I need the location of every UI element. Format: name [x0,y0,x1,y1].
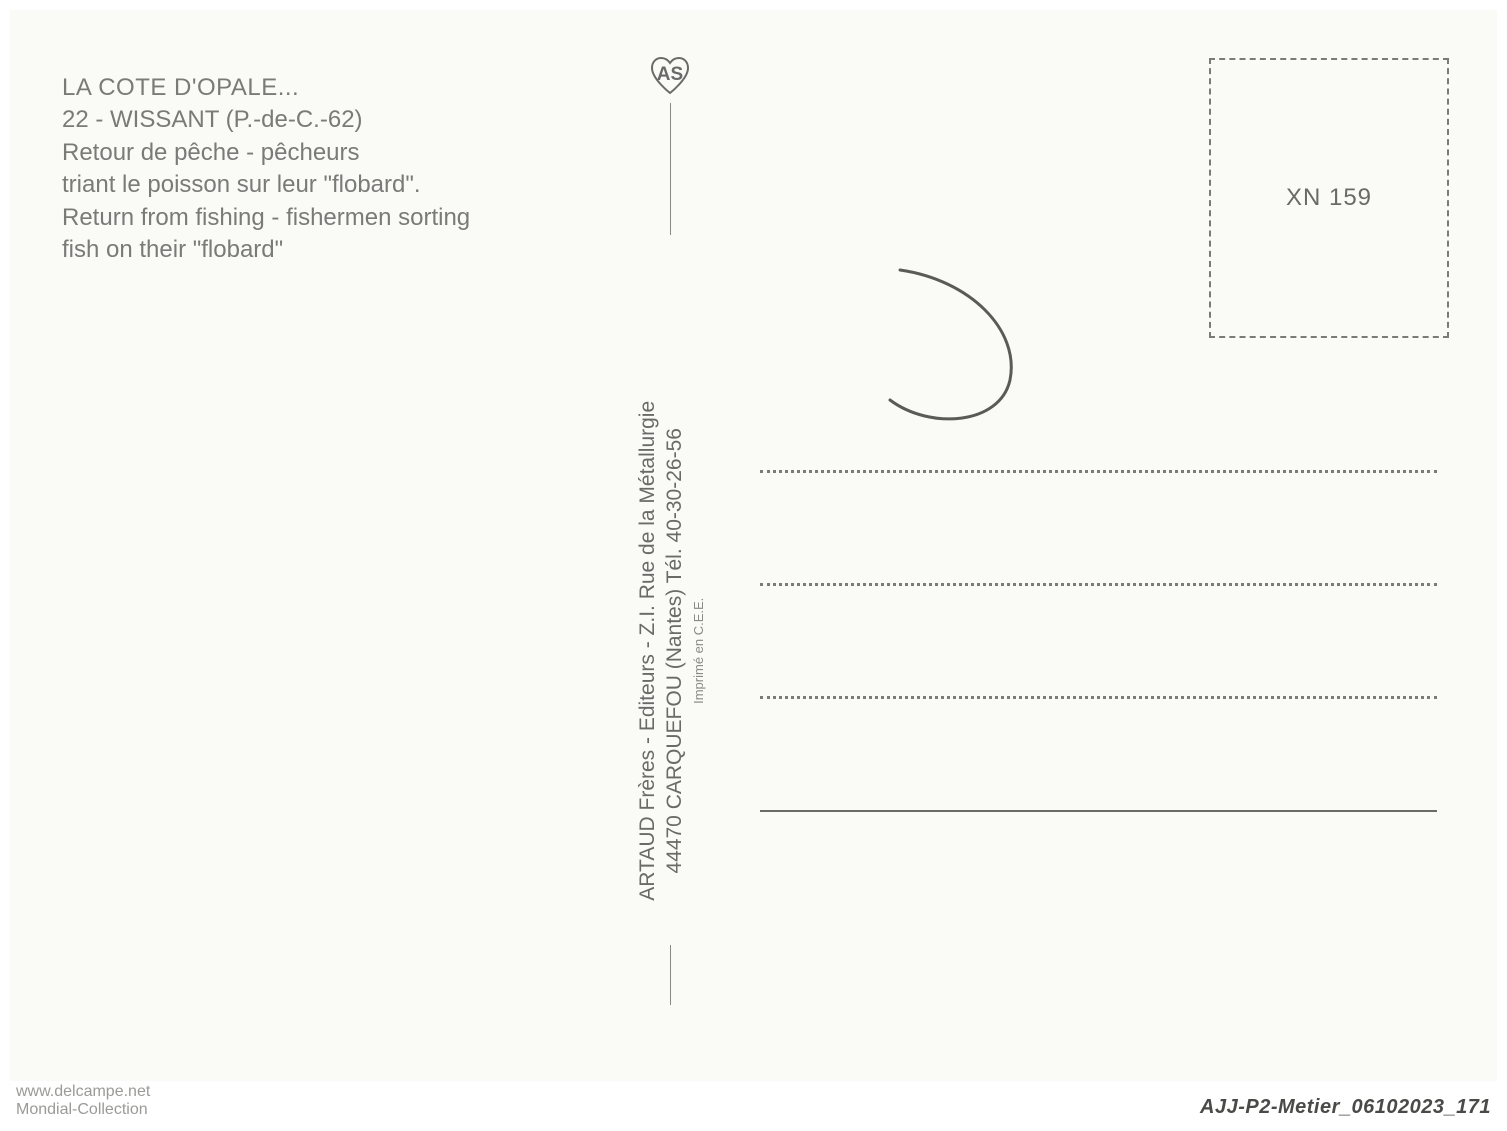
stamp-code: XN 159 [1286,184,1372,212]
desc-line3: Retour de pêche - pêcheurs [62,137,470,169]
center-divider: AS ARTAUD Frères - Editeurs - Z.I. Rue d… [630,55,710,1005]
address-line-1 [760,470,1437,473]
watermark-domain: www.delcampe.net [16,1083,150,1101]
address-line-4 [760,809,1437,812]
stamp-box: XN 159 [1209,58,1449,338]
desc-line5: Return from fishing - fishermen sorting [62,202,470,234]
desc-line2: 22 - WISSANT (P.-de-C.-62) [62,104,470,136]
postcard-back: LA COTE D'OPALE... 22 - WISSANT (P.-de-C… [10,10,1497,1081]
watermark-left: www.delcampe.net Mondial-Collection [16,1083,150,1119]
handwritten-mark [860,250,1060,450]
publisher-line1: ARTAUD Frères - Editeurs - Z.I. Rue de l… [634,401,661,901]
imprime-text: Imprimé en C.E.E. [691,401,706,901]
heart-logo: AS [648,55,692,99]
logo-text: AS [657,64,683,86]
desc-title: LA COTE D'OPALE... [62,72,470,104]
description-block: LA COTE D'OPALE... 22 - WISSANT (P.-de-C… [62,72,470,266]
divider-line-top [670,103,671,235]
divider-line-bottom [670,945,671,1005]
publisher-line2: 44470 CARQUEFOU (Nantes) Tél. 40-30-26-5… [662,401,689,901]
watermark-brand: Mondial-Collection [16,1101,150,1119]
address-line-2 [760,583,1437,586]
desc-line4: triant le poisson sur leur "flobard". [62,169,470,201]
watermark-right: AJJ-P2-Metier_06102023_171 [1200,1096,1491,1119]
desc-line6: fish on their "flobard" [62,234,470,266]
address-lines [760,470,1437,812]
address-line-3 [760,696,1437,699]
